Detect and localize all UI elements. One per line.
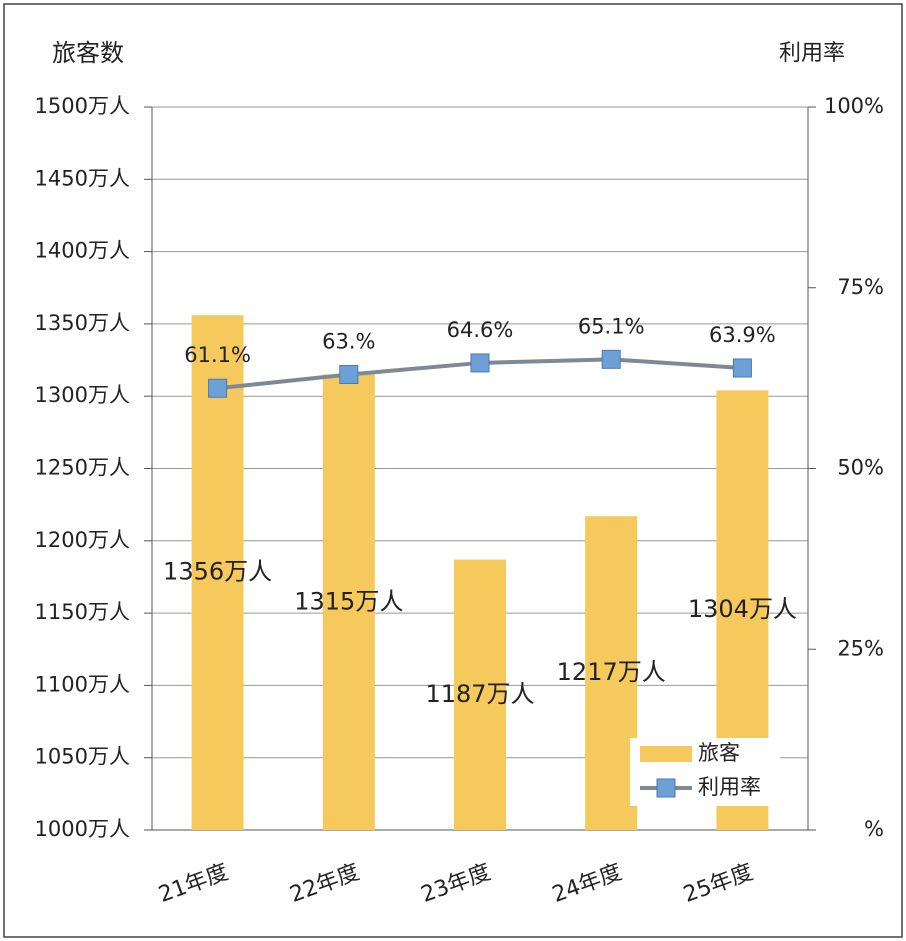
x-tick-label: 21年度 <box>155 860 231 908</box>
x-tick-label: 24年度 <box>549 860 625 908</box>
legend-marker <box>656 778 676 798</box>
y-tick-label: 1250万人 <box>35 456 130 480</box>
bar-value-label: 1356万人 <box>163 558 272 586</box>
y-tick-label: 1400万人 <box>35 239 130 263</box>
line-value-label: 61.1% <box>184 343 251 367</box>
y2-tick-label: % <box>864 817 884 841</box>
y-tick-label: 1150万人 <box>35 600 130 624</box>
line-marker <box>339 365 359 385</box>
y-tick-label: 1200万人 <box>35 528 130 552</box>
line-value-label: 63.9% <box>709 323 776 347</box>
y2-tick-label: 25% <box>837 636 884 660</box>
line-marker <box>732 358 752 378</box>
y-tick-label: 1000万人 <box>35 817 130 841</box>
y-tick-label: 1300万人 <box>35 383 130 407</box>
bar-value-label: 1187万人 <box>425 680 534 708</box>
frame <box>3 3 903 938</box>
bar <box>454 559 506 830</box>
bar <box>191 315 244 830</box>
bar-value-label: 1315万人 <box>294 587 403 615</box>
y-tick-label: 1100万人 <box>35 672 130 696</box>
line-marker <box>601 349 621 369</box>
line-value-label: 63.% <box>322 330 375 354</box>
bar <box>322 374 375 830</box>
y-tick-label: 1450万人 <box>35 166 130 190</box>
line-marker <box>208 378 228 398</box>
legend-label: 利用率 <box>698 775 761 799</box>
line-value-label: 65.1% <box>578 314 645 338</box>
bar <box>585 516 638 830</box>
y-tick-label: 1350万人 <box>35 311 130 335</box>
bar-value-label: 1217万人 <box>557 658 666 686</box>
line-marker <box>470 353 490 373</box>
y-tick-label: 1050万人 <box>35 745 130 769</box>
y-tick-label: 1500万人 <box>35 94 130 118</box>
bar-value-label: 1304万人 <box>688 595 797 623</box>
x-tick-label: 22年度 <box>287 860 363 908</box>
y2-tick-label: 100% <box>824 94 884 118</box>
y2-tick-label: 75% <box>837 275 884 299</box>
x-tick-label: 25年度 <box>680 860 756 908</box>
x-tick-label: 23年度 <box>418 860 494 908</box>
line-value-label: 64.6% <box>447 318 514 342</box>
legend-swatch <box>640 746 692 762</box>
y-axis-title: 旅客数 <box>52 39 124 67</box>
y2-tick-label: 50% <box>837 456 884 480</box>
y2-axis-title: 利用率 <box>779 41 845 66</box>
legend-label: 旅客 <box>698 741 740 765</box>
